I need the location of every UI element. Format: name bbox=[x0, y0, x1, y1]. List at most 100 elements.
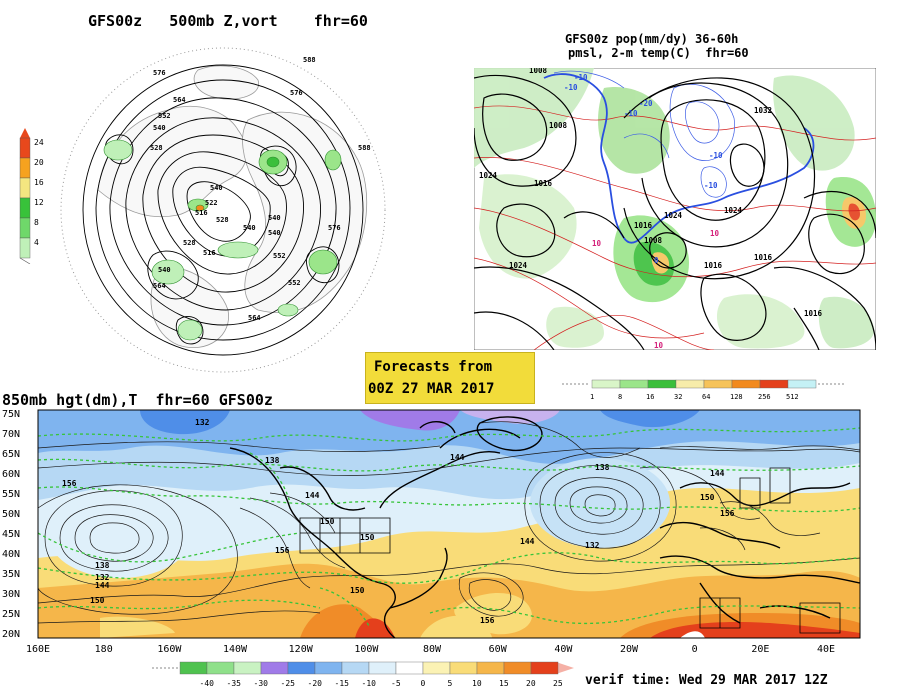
temp-colorbar-tick: -5 bbox=[391, 679, 401, 688]
latitude-label: 25N bbox=[2, 609, 20, 620]
longitude-label: 20W bbox=[620, 644, 639, 655]
pmsl-contour-label: 1024 bbox=[664, 211, 683, 220]
vort-colorbar-tick: 4 bbox=[34, 238, 39, 247]
vort-colorbar-tick: 12 bbox=[34, 198, 44, 207]
longitude-label: 60W bbox=[489, 644, 508, 655]
latitude-label: 55N bbox=[2, 489, 20, 500]
latitude-label: 35N bbox=[2, 569, 20, 580]
temp-contour-label: -10 bbox=[709, 151, 723, 160]
pmsl-contour-label: 1008 bbox=[549, 121, 568, 130]
temp-contour-label: 10 bbox=[592, 239, 602, 248]
longitude-label: 0 bbox=[692, 644, 698, 655]
precip-colorbar-segment bbox=[787, 379, 817, 389]
hemisphere-boundary bbox=[60, 47, 386, 373]
temp-contour-label: -10 bbox=[624, 109, 638, 118]
height-contour-label: 138 bbox=[95, 561, 110, 570]
temp-colorbar-segment bbox=[206, 661, 235, 675]
temp-colorbar-tick: -35 bbox=[227, 679, 242, 688]
polar-contour-label: 564 bbox=[173, 96, 186, 104]
polar-contour-label: 516 bbox=[203, 249, 216, 257]
temp-contour-label: -10 bbox=[564, 83, 578, 92]
precip-colorbar-segment bbox=[731, 379, 761, 389]
temp-colorbar-tick: 0 bbox=[421, 679, 426, 688]
precip-pmsl-map: 1008 1008 1024 1016 1024 1016 1008 1016 1016 1016… bbox=[474, 68, 876, 350]
forecast-box-line2: 00Z 27 MAR 2017 bbox=[368, 381, 495, 397]
polar-contour-label: 564 bbox=[248, 314, 261, 322]
polar-contour-label: 540 bbox=[158, 266, 171, 274]
panel-850mb-title: 850mb hgt(dm),T fhr=60 GFS00z bbox=[2, 391, 273, 409]
pmsl-contour-label: 1024 bbox=[479, 171, 498, 180]
temp-colorbar-segment bbox=[530, 661, 559, 675]
temp-colorbar-segment bbox=[368, 661, 397, 675]
precip-colorbar: 1 8 16 32 64 128 256 512 bbox=[562, 379, 846, 401]
height-contour-label: 132 bbox=[195, 418, 210, 427]
temp-colorbar-segment bbox=[503, 661, 532, 675]
temp-colorbar-segment bbox=[233, 661, 262, 675]
polar-contour-label: 588 bbox=[358, 144, 371, 152]
latitude-label: 20N bbox=[2, 629, 20, 640]
polar-contour-label: 552 bbox=[158, 112, 171, 120]
temp-colorbar-tick: 25 bbox=[553, 679, 563, 688]
pmsl-contour-label: 1008 bbox=[529, 68, 548, 75]
longitude-label: 40E bbox=[817, 644, 835, 655]
precip-colorbar-tick: 16 bbox=[646, 393, 654, 401]
pmsl-contour-label: 1016 bbox=[754, 253, 773, 262]
longitude-label: 80W bbox=[423, 644, 442, 655]
panel-precip-title-line1: GFS00z pop(mm/dy) 36-60h bbox=[565, 32, 739, 46]
temp-colorbar-segment bbox=[260, 661, 289, 675]
polar-contour-label: 540 bbox=[243, 224, 256, 232]
longitude-label: 160E bbox=[26, 644, 50, 655]
pmsl-contour-label: 1016 bbox=[634, 221, 653, 230]
height-contour-label: 156 bbox=[480, 616, 495, 625]
precip-colorbar-segment bbox=[759, 379, 789, 389]
longitude-label: 20E bbox=[751, 644, 769, 655]
temp-colorbar-tick: -30 bbox=[254, 679, 269, 688]
polar-contour-label: 540 bbox=[153, 124, 166, 132]
latitude-label: 30N bbox=[2, 589, 20, 600]
vort-colorbar-segment bbox=[19, 137, 31, 159]
polar-contour-label: 552 bbox=[273, 252, 286, 260]
temp-colorbar: -40 -35 -30 -25 -20 -15 -10 -5 0 5 10 15 20 25 bbox=[152, 661, 574, 688]
height-contour-label: 144 bbox=[710, 469, 725, 478]
height-contour-label: 138 bbox=[595, 463, 610, 472]
vort-colorbar-tick: 8 bbox=[34, 218, 39, 227]
precip-colorbar-tick: 1 bbox=[590, 393, 594, 401]
precip-colorbar-segment bbox=[675, 379, 705, 389]
temp-colorbar-segment bbox=[314, 661, 343, 675]
height-contour-label: 156 bbox=[62, 479, 77, 488]
pmsl-contour-label: 1008 bbox=[644, 236, 663, 245]
polar-contour-label: 564 bbox=[153, 282, 166, 290]
longitude-label: 120W bbox=[289, 644, 314, 655]
verif-time: verif time: Wed 29 MAR 2017 12Z bbox=[585, 673, 828, 688]
height-contour-label: 144 bbox=[450, 453, 465, 462]
landmass-greenland bbox=[193, 65, 259, 100]
temp-colorbar-tick: 15 bbox=[499, 679, 509, 688]
precip-colorbar-tick: 128 bbox=[730, 393, 743, 401]
polar-contour-label: 528 bbox=[150, 144, 163, 152]
vort-colorbar-segment bbox=[19, 197, 31, 219]
height-contour-label: 138 bbox=[265, 456, 280, 465]
temp-colorbar-segment bbox=[422, 661, 451, 675]
polar-contour-label: 576 bbox=[153, 69, 166, 77]
temp-colorbar-tick: 20 bbox=[526, 679, 536, 688]
latitude-label: 65N bbox=[2, 449, 20, 460]
vort-colorbar-tick: 16 bbox=[34, 178, 44, 187]
height-contour-label: 156 bbox=[720, 509, 735, 518]
latitude-label: 50N bbox=[2, 509, 20, 520]
vort-colorbar-segment bbox=[19, 217, 31, 239]
polar-contour-label: 576 bbox=[328, 224, 341, 232]
precip-colorbar-tick: 64 bbox=[702, 393, 710, 401]
temp-colorbar-segment bbox=[341, 661, 370, 675]
temp-colorbar-tick: -20 bbox=[308, 679, 323, 688]
latitude-label: 60N bbox=[2, 469, 20, 480]
latitude-label: 45N bbox=[2, 529, 20, 540]
longitude-label: 160W bbox=[157, 644, 182, 655]
temp-colorbar-tick: -10 bbox=[362, 679, 377, 688]
precip-colorbar-tick: 512 bbox=[786, 393, 799, 401]
height-contour-label: 144 bbox=[95, 581, 110, 590]
temp-colorbar-tick: -40 bbox=[200, 679, 215, 688]
precip-colorbar-segment bbox=[647, 379, 677, 389]
precip-colorbar-tick: 8 bbox=[618, 393, 622, 401]
precip-colorbar-segment bbox=[619, 379, 649, 389]
